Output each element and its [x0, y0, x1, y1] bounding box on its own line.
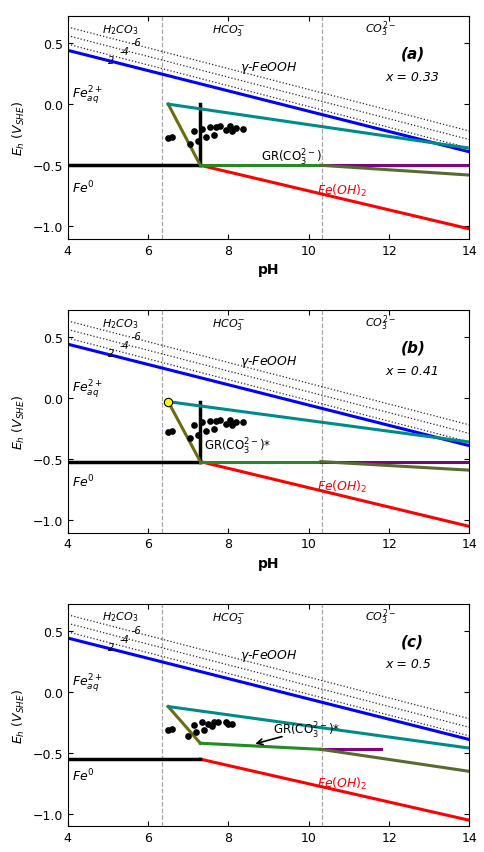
Text: $\gamma$-FeOOH: $\gamma$-FeOOH	[241, 60, 298, 76]
Text: $HCO_3^{-}$: $HCO_3^{-}$	[212, 316, 246, 331]
Y-axis label: $E_h$ ($V_{SHE}$): $E_h$ ($V_{SHE}$)	[11, 101, 27, 156]
Text: GR(CO$_3^{2-}$)*: GR(CO$_3^{2-}$)*	[272, 720, 340, 740]
Text: $Fe(OH)_2$: $Fe(OH)_2$	[317, 182, 367, 199]
Text: $H_2CO_3$: $H_2CO_3$	[102, 316, 138, 331]
Text: $HCO_3^{-}$: $HCO_3^{-}$	[212, 23, 246, 38]
Text: (a): (a)	[401, 47, 425, 61]
Text: $Fe(OH)_2$: $Fe(OH)_2$	[317, 478, 367, 494]
Text: x = 0.41: x = 0.41	[385, 364, 439, 377]
Text: $CO_3^{2-}$: $CO_3^{2-}$	[365, 607, 396, 626]
Text: -6: -6	[132, 332, 142, 342]
Text: -4: -4	[120, 47, 130, 57]
Text: $\gamma$-FeOOH: $\gamma$-FeOOH	[241, 354, 298, 369]
Text: 2: 2	[108, 349, 114, 359]
Text: $HCO_3^{-}$: $HCO_3^{-}$	[212, 610, 246, 625]
Text: GR(CO$_3^{2-}$): GR(CO$_3^{2-}$)	[260, 147, 321, 167]
Text: 2: 2	[108, 55, 114, 66]
Y-axis label: $E_h$ ($V_{SHE}$): $E_h$ ($V_{SHE}$)	[11, 394, 27, 449]
Text: x = 0.5: x = 0.5	[385, 658, 431, 671]
X-axis label: pH: pH	[258, 262, 279, 277]
Text: $CO_3^{2-}$: $CO_3^{2-}$	[365, 314, 396, 333]
Text: 2: 2	[108, 642, 114, 653]
Text: $Fe^0$: $Fe^0$	[72, 473, 94, 490]
Text: (b): (b)	[401, 340, 426, 355]
Text: GR(CO$_3^{2-}$)*: GR(CO$_3^{2-}$)*	[204, 436, 272, 456]
Text: -6: -6	[132, 625, 142, 636]
Text: x = 0.33: x = 0.33	[385, 71, 439, 83]
X-axis label: pH: pH	[258, 556, 279, 570]
Text: -4: -4	[120, 634, 130, 644]
Text: -6: -6	[132, 38, 142, 49]
Text: $Fe^{2+}_{aq}$: $Fe^{2+}_{aq}$	[72, 377, 103, 400]
Text: $Fe^{2+}_{aq}$: $Fe^{2+}_{aq}$	[72, 83, 103, 106]
Text: $\gamma$-FeOOH: $\gamma$-FeOOH	[241, 647, 298, 663]
Text: $Fe^0$: $Fe^0$	[72, 180, 94, 196]
X-axis label: pH: pH	[258, 849, 279, 852]
Text: -4: -4	[120, 341, 130, 350]
Text: $H_2CO_3$: $H_2CO_3$	[102, 23, 138, 37]
Text: $H_2CO_3$: $H_2CO_3$	[102, 610, 138, 624]
Text: $Fe(OH)_2$: $Fe(OH)_2$	[317, 775, 367, 792]
Text: $CO_3^{2-}$: $CO_3^{2-}$	[365, 20, 396, 39]
Text: $Fe^0$: $Fe^0$	[72, 767, 94, 783]
Y-axis label: $E_h$ ($V_{SHE}$): $E_h$ ($V_{SHE}$)	[11, 688, 27, 743]
Text: (c): (c)	[401, 634, 424, 648]
Text: $Fe^{2+}_{aq}$: $Fe^{2+}_{aq}$	[72, 671, 103, 693]
